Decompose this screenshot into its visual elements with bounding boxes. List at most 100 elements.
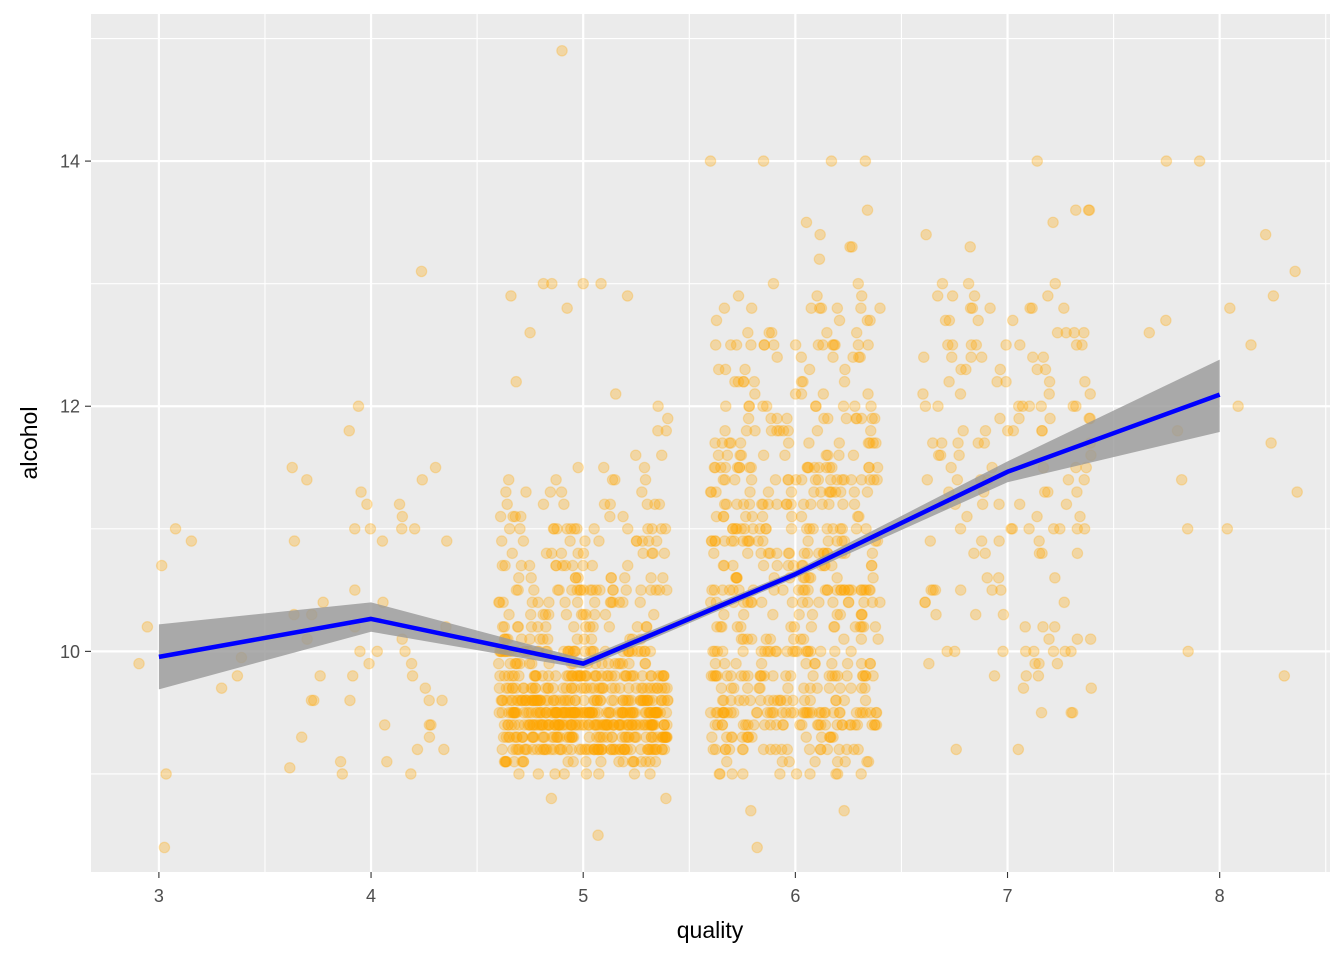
scatter-point bbox=[767, 277, 780, 290]
scatter-point bbox=[596, 743, 609, 756]
scatter-point bbox=[588, 682, 600, 694]
scatter-point bbox=[507, 510, 519, 523]
scatter-point bbox=[1014, 339, 1026, 351]
scatter-point bbox=[997, 608, 1010, 621]
scatter-point bbox=[813, 253, 826, 265]
scatter-point bbox=[552, 731, 564, 743]
scatter-point bbox=[960, 363, 972, 376]
scatter-point bbox=[624, 706, 637, 719]
scatter-point bbox=[660, 584, 673, 596]
scatter-point bbox=[856, 706, 869, 719]
scatter-point bbox=[746, 731, 758, 743]
scatter-point bbox=[621, 694, 634, 707]
scatter-point bbox=[646, 743, 659, 756]
scatter-point bbox=[549, 719, 561, 731]
scatter-point bbox=[1085, 682, 1098, 694]
scatter-point bbox=[823, 682, 836, 694]
scatter-point bbox=[738, 670, 751, 682]
scatter-point bbox=[565, 743, 578, 756]
scatter-point bbox=[592, 706, 605, 719]
scatter-point bbox=[574, 670, 587, 682]
scatter-point bbox=[586, 706, 599, 719]
scatter-point bbox=[711, 719, 724, 731]
scatter-point bbox=[725, 437, 737, 449]
scatter-point bbox=[834, 682, 846, 694]
scatter-point bbox=[865, 559, 878, 572]
scatter-point bbox=[717, 510, 730, 523]
scatter-point bbox=[505, 694, 518, 707]
scatter-point bbox=[616, 731, 628, 743]
scatter-point bbox=[757, 498, 769, 511]
scatter-point bbox=[965, 339, 978, 351]
scatter-point bbox=[1044, 412, 1056, 425]
scatter-point bbox=[777, 719, 790, 731]
scatter-point bbox=[597, 731, 610, 743]
scatter-point bbox=[842, 596, 855, 609]
scatter-point bbox=[957, 424, 969, 437]
scatter-point bbox=[771, 694, 784, 707]
scatter-point bbox=[534, 633, 546, 645]
scatter-point bbox=[569, 706, 582, 719]
scatter-point bbox=[730, 572, 743, 584]
scatter-point bbox=[658, 743, 671, 756]
scatter-point bbox=[792, 584, 805, 596]
scatter-point bbox=[723, 584, 736, 596]
scatter-point bbox=[550, 559, 562, 572]
scatter-point bbox=[537, 719, 549, 731]
scatter-point bbox=[575, 682, 588, 694]
scatter-point bbox=[596, 719, 609, 731]
scatter-point bbox=[727, 682, 740, 694]
scatter-point bbox=[598, 498, 611, 511]
scatter-point bbox=[806, 706, 819, 719]
scatter-point bbox=[613, 596, 626, 609]
scatter-point bbox=[737, 645, 749, 658]
scatter-point bbox=[809, 755, 821, 768]
scatter-point bbox=[405, 768, 417, 780]
scatter-point bbox=[539, 743, 552, 756]
scatter-point bbox=[540, 706, 552, 719]
scatter-point bbox=[1082, 204, 1095, 216]
scatter-point bbox=[629, 449, 642, 462]
scatter-point bbox=[774, 768, 786, 780]
scatter-point bbox=[745, 804, 757, 817]
scatter-point bbox=[800, 706, 813, 719]
scatter-point bbox=[817, 388, 830, 400]
scatter-point bbox=[639, 694, 652, 707]
scatter-point bbox=[493, 596, 506, 609]
scatter-point bbox=[728, 473, 741, 486]
scatter-point bbox=[954, 584, 967, 596]
scatter-point bbox=[615, 706, 627, 719]
scatter-point bbox=[859, 670, 872, 682]
scatter-point bbox=[534, 706, 547, 719]
scatter-point bbox=[648, 682, 660, 694]
scatter-point bbox=[423, 719, 436, 731]
scatter-point bbox=[771, 424, 783, 437]
scatter-point bbox=[646, 547, 658, 560]
scatter-point bbox=[1267, 290, 1280, 302]
scatter-point bbox=[855, 584, 868, 596]
scatter-point bbox=[644, 719, 656, 731]
scatter-point bbox=[565, 670, 578, 682]
scatter-point bbox=[565, 719, 577, 731]
scatter-point bbox=[719, 461, 732, 474]
scatter-point bbox=[505, 290, 517, 302]
scatter-point bbox=[1051, 326, 1064, 339]
scatter-point bbox=[770, 645, 783, 658]
scatter-point bbox=[518, 719, 531, 731]
scatter-point bbox=[579, 535, 591, 547]
scatter-point bbox=[609, 743, 622, 756]
scatter-point bbox=[755, 645, 768, 658]
scatter-point bbox=[855, 657, 868, 670]
scatter-point bbox=[849, 621, 862, 633]
scatter-point bbox=[762, 486, 775, 498]
scatter-point bbox=[764, 719, 777, 731]
scatter-point bbox=[583, 731, 596, 743]
scatter-point bbox=[614, 657, 626, 670]
scatter-point bbox=[986, 584, 998, 596]
scatter-point bbox=[613, 755, 625, 768]
scatter-point bbox=[822, 535, 835, 547]
scatter-point bbox=[637, 547, 649, 560]
scatter-point bbox=[638, 461, 651, 474]
scatter-point bbox=[643, 694, 656, 707]
scatter-point bbox=[635, 755, 648, 768]
